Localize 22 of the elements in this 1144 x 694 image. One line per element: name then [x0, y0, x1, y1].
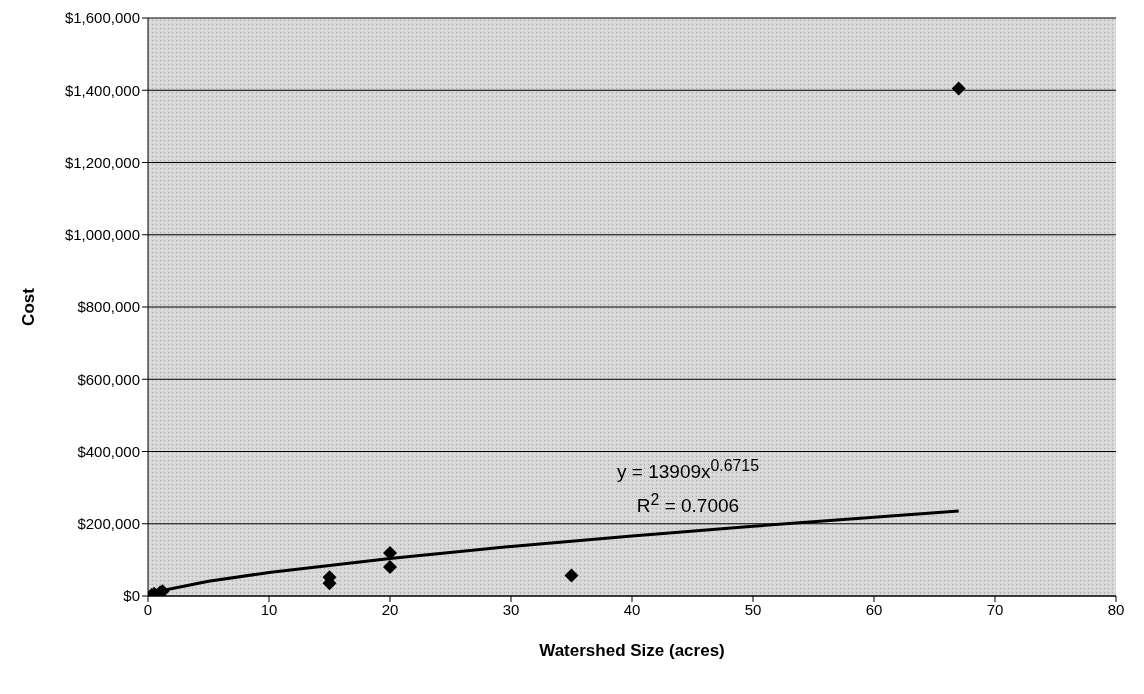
y-axis-title: Cost	[19, 287, 39, 326]
y-tick-label: $400,000	[77, 442, 140, 460]
x-tick-label: 40	[623, 600, 641, 618]
x-tick-label: 20	[381, 600, 399, 618]
x-tick-label: 70	[986, 600, 1004, 618]
y-tick-label: $1,200,000	[64, 153, 140, 171]
x-tick-label: 60	[865, 600, 883, 618]
x-tick-label: 50	[744, 600, 762, 618]
annotation: y = 13909x$^{0.6715}$	[616, 456, 760, 485]
x-tick-label: 80	[1107, 600, 1125, 618]
y-tick-label: $1,600,000	[64, 9, 140, 27]
y-tick-label: $0	[123, 587, 140, 605]
x-tick-label: 30	[502, 600, 520, 618]
y-tick-label: $1,400,000	[64, 81, 140, 99]
y-tick-label: $600,000	[77, 370, 140, 388]
annotation: R$^{2}$ = 0.7006	[635, 490, 741, 519]
x-axis-title: Watershed Size (acres)	[539, 641, 725, 660]
x-tick-label: 10	[260, 600, 278, 618]
x-tick-label: 0	[143, 600, 153, 618]
y-tick-label: $800,000	[77, 298, 140, 316]
y-tick-label: $200,000	[77, 515, 140, 533]
y-tick-label: $1,000,000	[64, 226, 140, 244]
